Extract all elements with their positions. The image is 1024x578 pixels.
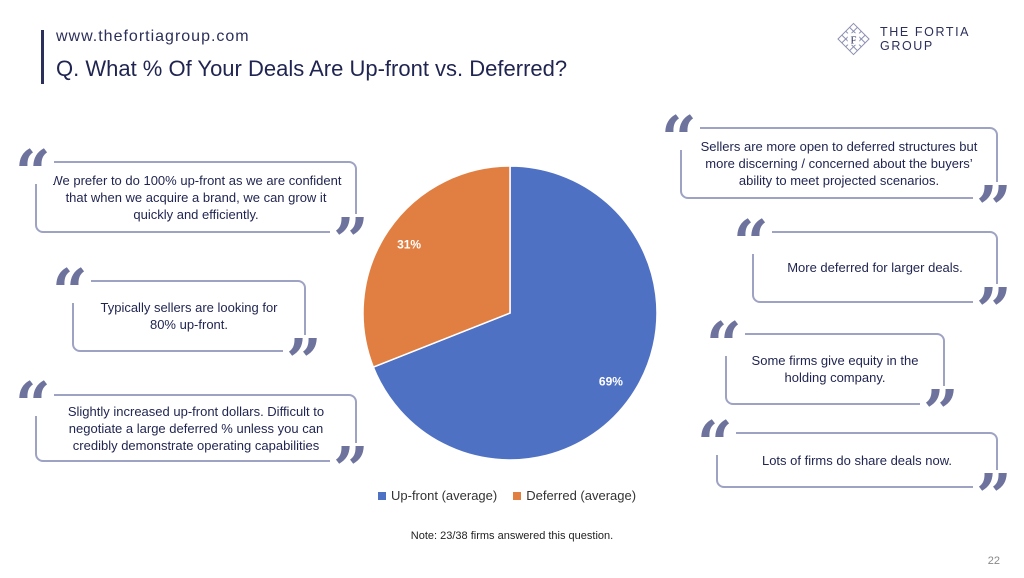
open-quote-icon: “ bbox=[694, 417, 736, 455]
quote-text: Slightly increased up-front dollars. Dif… bbox=[67, 403, 325, 453]
close-quote-icon: ” bbox=[973, 284, 1015, 322]
quote-box-right-1: Sellers are more open to deferred struct… bbox=[680, 127, 998, 199]
pie-data-label: 31% bbox=[397, 237, 421, 251]
close-quote-icon: ” bbox=[973, 182, 1015, 220]
pie-data-label: 69% bbox=[599, 375, 623, 389]
open-quote-icon: “ bbox=[730, 216, 772, 254]
quote-text: Lots of firms do share deals now. bbox=[761, 452, 953, 468]
close-quote-icon: ” bbox=[973, 470, 1015, 508]
header-accent-bar bbox=[41, 30, 44, 84]
quote-text: More deferred for larger deals. bbox=[787, 259, 963, 275]
close-quote-icon: ” bbox=[330, 443, 372, 481]
page-title: Q. What % Of Your Deals Are Up-front vs.… bbox=[56, 56, 568, 81]
footnote: Note: 23/38 firms answered this question… bbox=[410, 530, 614, 542]
close-quote-icon: ” bbox=[920, 386, 962, 424]
pie-slice-up-front bbox=[372, 165, 658, 461]
logo-text: THE FORTIA GROUP bbox=[880, 25, 970, 53]
close-quote-icon: ” bbox=[330, 214, 372, 252]
open-quote-icon: “ bbox=[658, 112, 700, 150]
open-quote-icon: “ bbox=[12, 146, 54, 184]
open-quote-icon: “ bbox=[49, 265, 91, 303]
quote-box-left-1: We prefer to do 100% up-front as we are … bbox=[35, 161, 357, 233]
open-quote-icon: “ bbox=[703, 318, 745, 356]
quote-box-right-2: More deferred for larger deals. bbox=[752, 231, 998, 303]
quote-box-right-3: Some firms give equity in the holding co… bbox=[725, 333, 945, 405]
logo-lattice-icon: F bbox=[837, 22, 870, 56]
site-url: www.thefortiagroup.com bbox=[56, 28, 250, 45]
close-quote-icon: ” bbox=[283, 335, 325, 373]
quote-text: Some firms give equity in the holding co… bbox=[751, 353, 919, 385]
logo-letter: F bbox=[851, 34, 857, 46]
quote-text: Typically sellers are looking for 80% up… bbox=[100, 300, 278, 332]
legend-swatch bbox=[378, 491, 386, 500]
page-number: 22 bbox=[987, 555, 1000, 567]
quote-box-left-2: Typically sellers are looking for 80% up… bbox=[72, 280, 306, 352]
pie-chart: 69% 31% bbox=[362, 165, 658, 461]
quote-text: Sellers are more open to deferred struct… bbox=[700, 138, 978, 188]
company-logo: F THE FORTIA GROUP bbox=[837, 22, 1024, 56]
legend-swatch bbox=[513, 491, 522, 500]
legend-item-deferred: Deferred (average) bbox=[513, 488, 636, 503]
legend-label: Up-front (average) bbox=[391, 488, 498, 503]
quote-box-left-3: Slightly increased up-front dollars. Dif… bbox=[35, 394, 357, 462]
pie-slice-deferred bbox=[362, 165, 511, 369]
legend-label: Deferred (average) bbox=[526, 488, 637, 503]
open-quote-icon: “ bbox=[12, 378, 54, 416]
legend-item-up-front: Up-front (average) bbox=[378, 488, 497, 503]
quote-text: We prefer to do 100% up-front as we are … bbox=[50, 172, 342, 222]
quote-box-right-4: Lots of firms do share deals now. bbox=[716, 432, 998, 488]
chart-legend: Up-front (average) Deferred (average) bbox=[378, 488, 652, 503]
